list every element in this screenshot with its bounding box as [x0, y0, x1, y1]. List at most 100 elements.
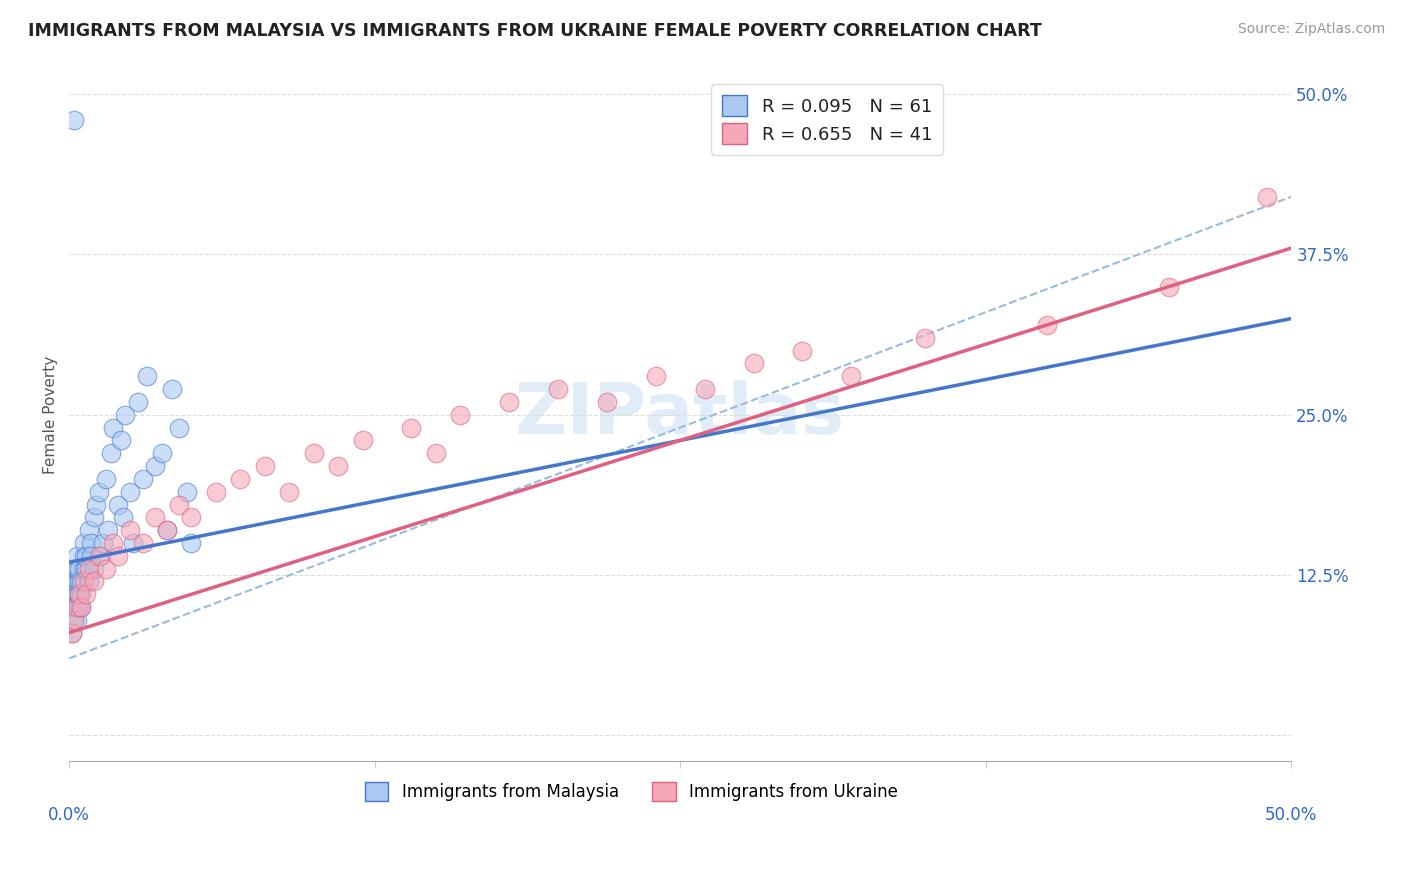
Point [80, 549, 103, 563]
Point [143, 458, 166, 473]
Point [65, 574, 87, 589]
Point [693, 382, 716, 396]
Point [167, 420, 190, 434]
Point [63, 600, 86, 615]
Point [229, 472, 252, 486]
Point [65, 600, 87, 615]
Point [107, 498, 129, 512]
Point [75, 587, 97, 601]
Point [253, 458, 276, 473]
Point [167, 498, 190, 512]
Point [150, 446, 173, 460]
Point [67, 587, 90, 601]
Point [742, 356, 765, 370]
Point [352, 434, 374, 448]
Point [63, 112, 86, 127]
Point [1036, 318, 1059, 332]
Point [73, 549, 96, 563]
Point [110, 434, 132, 448]
Point [70, 600, 93, 615]
Point [180, 536, 202, 550]
Point [120, 484, 142, 499]
Point [401, 420, 423, 434]
Point [143, 510, 166, 524]
Point [67, 587, 90, 601]
Point [596, 395, 619, 409]
Point [67, 574, 90, 589]
Point [60, 625, 83, 640]
Point [67, 561, 90, 575]
Text: 50.0%: 50.0% [1265, 805, 1317, 824]
Point [63, 613, 86, 627]
Point [131, 536, 153, 550]
Point [205, 484, 228, 499]
Point [77, 561, 100, 575]
Point [841, 369, 863, 384]
Point [87, 484, 110, 499]
Point [156, 523, 179, 537]
Point [449, 408, 471, 422]
Point [425, 446, 447, 460]
Point [103, 420, 125, 434]
Point [644, 369, 666, 384]
Point [94, 472, 117, 486]
Point [136, 369, 159, 384]
Point [63, 600, 86, 615]
Point [63, 574, 86, 589]
Point [70, 600, 93, 615]
Point [65, 549, 87, 563]
Point [75, 549, 97, 563]
Point [176, 484, 198, 499]
Point [83, 574, 105, 589]
Point [60, 613, 83, 627]
Point [94, 561, 117, 575]
Point [90, 549, 112, 563]
Text: Source: ZipAtlas.com: Source: ZipAtlas.com [1237, 22, 1385, 37]
Point [107, 549, 129, 563]
Point [114, 408, 136, 422]
Point [73, 561, 96, 575]
Point [97, 523, 120, 537]
Point [103, 536, 125, 550]
Point [156, 523, 179, 537]
Point [792, 343, 814, 358]
Point [100, 446, 122, 460]
Point [83, 510, 105, 524]
Point [1256, 190, 1278, 204]
Y-axis label: Female Poverty: Female Poverty [44, 356, 58, 474]
Point [65, 613, 87, 627]
Point [65, 587, 87, 601]
Point [77, 523, 100, 537]
Point [60, 600, 83, 615]
Point [131, 472, 153, 486]
Point [160, 382, 183, 396]
Point [547, 382, 569, 396]
Text: 0.0%: 0.0% [48, 805, 90, 824]
Legend: Immigrants from Malaysia, Immigrants from Ukraine: Immigrants from Malaysia, Immigrants fro… [359, 775, 904, 808]
Point [63, 561, 86, 575]
Point [73, 536, 96, 550]
Point [65, 561, 87, 575]
Point [63, 613, 86, 627]
Point [70, 574, 93, 589]
Point [84, 498, 107, 512]
Point [60, 587, 83, 601]
Point [120, 523, 142, 537]
Point [75, 561, 97, 575]
Point [278, 484, 301, 499]
Point [93, 536, 115, 550]
Point [77, 574, 100, 589]
Point [63, 587, 86, 601]
Point [326, 458, 349, 473]
Point [80, 536, 103, 550]
Point [180, 510, 202, 524]
Point [70, 587, 93, 601]
Point [127, 395, 149, 409]
Point [83, 561, 105, 575]
Point [60, 587, 83, 601]
Point [121, 536, 143, 550]
Text: IMMIGRANTS FROM MALAYSIA VS IMMIGRANTS FROM UKRAINE FEMALE POVERTY CORRELATION C: IMMIGRANTS FROM MALAYSIA VS IMMIGRANTS F… [28, 22, 1042, 40]
Point [914, 331, 936, 345]
Point [498, 395, 520, 409]
Point [60, 625, 83, 640]
